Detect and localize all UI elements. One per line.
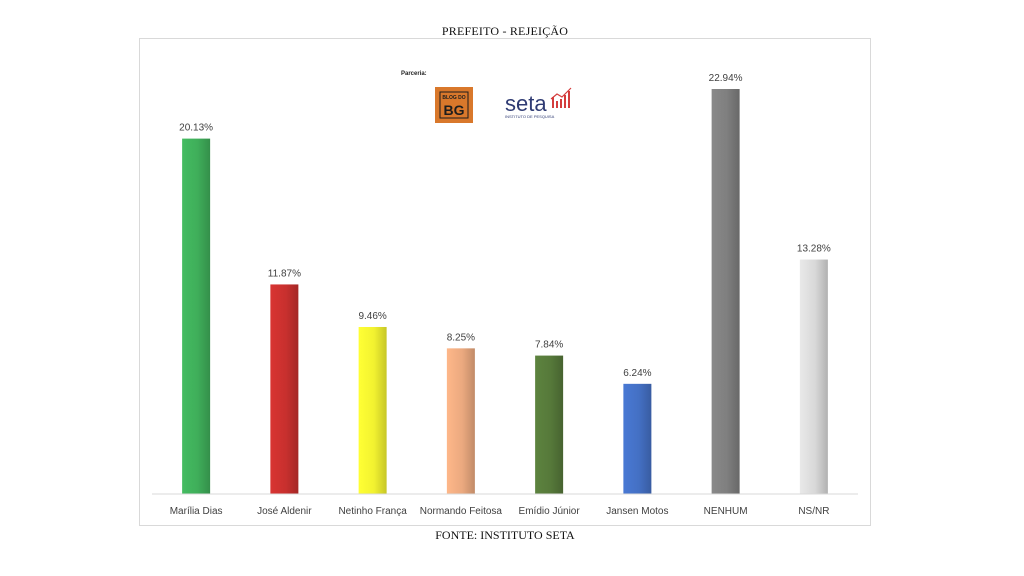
partners-label: Parceria: xyxy=(401,71,427,77)
bar-value-label: 22.94% xyxy=(709,73,743,84)
bar-0 xyxy=(182,138,211,494)
bar-value-label: 9.46% xyxy=(358,311,386,322)
blog-do-bg-logo: BLOG DO BG xyxy=(435,87,473,123)
bar-7 xyxy=(799,259,828,494)
blog-logo-top-text: BLOG DO xyxy=(442,95,465,101)
seta-logo: seta INSTITUTO DE PESQUISA xyxy=(505,87,572,119)
partners-logos: Parceria: BLOG DO BG seta INSTITUTO DE P… xyxy=(401,71,572,123)
chart-frame xyxy=(139,38,871,526)
category-label: NENHUM xyxy=(704,506,748,517)
category-label: Emídio Júnior xyxy=(519,506,581,517)
bar-3 xyxy=(446,348,475,494)
bar-6 xyxy=(711,89,740,494)
bar-value-label: 8.25% xyxy=(447,332,475,343)
seta-logo-text: seta xyxy=(505,91,547,116)
bar-1 xyxy=(270,284,299,494)
category-label: Marília Dias xyxy=(170,506,223,517)
bar-value-label: 11.87% xyxy=(268,268,301,279)
bar-value-label: 6.24% xyxy=(623,368,651,379)
category-label: José Aldenir xyxy=(257,506,312,517)
category-label: Jansen Motos xyxy=(606,506,668,517)
category-label: NS/NR xyxy=(798,506,829,517)
bar-growth-icon xyxy=(550,87,572,108)
blog-logo-main-text: BG xyxy=(444,102,465,118)
bar-value-label: 20.13% xyxy=(179,123,213,134)
bar-2 xyxy=(358,326,387,494)
bars-group: 20.13% 11.87% 9.46% 8.25% 7.84% 6.24% 22.94% 13… xyxy=(179,73,831,494)
category-label: Normando Feitosa xyxy=(420,506,503,517)
page-title: PREFEITO - REJEIÇÃO xyxy=(441,24,569,38)
bar-value-label: 13.28% xyxy=(797,244,831,255)
bar-4 xyxy=(535,355,564,494)
category-labels: Marília Dias José Aldenir Netinho França No… xyxy=(170,506,830,517)
seta-logo-subtitle: INSTITUTO DE PESQUISA xyxy=(505,114,555,119)
category-label: Netinho França xyxy=(338,506,407,517)
bar-value-label: 7.84% xyxy=(535,340,563,351)
source-note: FONTE: INSTITUTO SETA xyxy=(435,528,575,542)
bar-5 xyxy=(623,383,652,494)
